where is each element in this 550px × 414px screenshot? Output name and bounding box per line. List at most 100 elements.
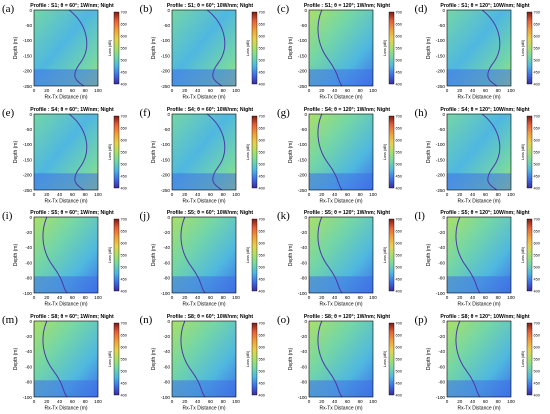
x-tick-label: 100 (507, 192, 515, 197)
heatmap-deep-band (309, 379, 373, 397)
colorbar-tick-label: 700 (258, 321, 264, 325)
x-tick-label: 40 (195, 399, 201, 404)
y-tick-label: -20 (25, 334, 32, 339)
profile-curve (42, 320, 68, 397)
x-tick-label: 80 (220, 399, 226, 404)
heatmap-panel-p: Profile : S8; θ = 120°; 10W/nm; Night0-2… (426, 314, 540, 412)
y-tick-label: -80 (300, 276, 307, 281)
heatmap-panel-d: Profile : S1; θ = 120°; 10W/nm; Night0-5… (426, 3, 540, 101)
colorbar-tick-label: 550 (533, 47, 539, 51)
y-axis-label: Depth (m) (426, 140, 432, 163)
colorbar-tick-label: 650 (396, 126, 402, 130)
y-tick-label: -20 (25, 230, 32, 235)
x-tick-label: 0 (33, 192, 36, 197)
colorbar-tick-label: 600 (258, 242, 264, 246)
panel-label: (g) (277, 106, 290, 119)
colorbar-tick-label: 700 (121, 218, 127, 222)
x-tick-label: 40 (195, 192, 201, 197)
colorbar-tick-label: 650 (396, 230, 402, 234)
x-tick-label: 40 (470, 88, 476, 93)
y-axis-label: Depth (m) (426, 37, 432, 60)
colorbar-tick-label: 400 (396, 393, 402, 397)
y-tick-label: -60 (163, 364, 170, 369)
x-axis-label: Rx-Tx Distance (m) (182, 95, 225, 101)
y-tick-label: -20 (300, 230, 307, 235)
plot-frame (33, 9, 99, 87)
y-tick-label: -40 (300, 245, 307, 250)
colorbar-tick-label: 600 (533, 242, 539, 246)
y-tick-label: -250 (160, 84, 170, 89)
colorbar (526, 11, 532, 85)
x-tick-label: 40 (332, 399, 338, 404)
colorbar-tick-label: 650 (121, 126, 127, 130)
x-tick-label: 0 (33, 295, 36, 300)
x-tick-label: 40 (332, 88, 338, 93)
x-axis-label: Rx-Tx Distance (m) (44, 302, 87, 308)
colorbar-label: Loss (dB) (108, 143, 112, 160)
panel-title: Profile : S8; θ = 120°; 10W/nm; Night (440, 314, 529, 320)
colorbar-tick-label: 600 (121, 345, 127, 349)
y-tick-label: -80 (163, 379, 170, 384)
y-tick-label: -40 (438, 349, 445, 354)
y-tick-label: -100 (435, 142, 445, 147)
colorbar-tick-label: 400 (533, 83, 539, 87)
heatmap-panel-n: Profile : S8; θ = 60°; 10W/nm; Night0-20… (151, 314, 265, 412)
colorbar-tick-label: 450 (533, 174, 539, 178)
y-axis-label: Depth (m) (288, 347, 294, 370)
colorbar-tick-label: 400 (396, 83, 402, 87)
colorbar-tick-label: 450 (121, 71, 127, 75)
x-tick-label: 100 (94, 192, 102, 197)
colorbar-tick-label: 550 (533, 254, 539, 258)
y-axis-label: Depth (m) (13, 37, 19, 60)
x-axis-label: Rx-Tx Distance (m) (319, 405, 362, 411)
x-tick-label: 80 (220, 295, 226, 300)
y-tick-label: -20 (163, 334, 170, 339)
y-axis-label: Depth (m) (288, 244, 294, 267)
panel-title: Profile : S1; θ = 60°; 1W/nm; Night (30, 3, 114, 9)
y-axis-label: Depth (m) (426, 244, 432, 267)
panel-label: (j) (139, 210, 150, 222)
heatmap-panel-b: Profile : S1; θ = 60°; 10W/nm; Night0-50… (151, 3, 265, 101)
colorbar (388, 322, 395, 395)
plot-frame (171, 113, 236, 190)
panel-label: (m) (2, 313, 18, 326)
x-axis-label: Rx-Tx Distance (m) (319, 198, 362, 204)
y-tick-label: -50 (300, 23, 307, 28)
x-tick-label: 60 (70, 192, 76, 197)
colorbar-label: Loss (dB) (383, 39, 387, 56)
colorbar-tick-label: 400 (258, 186, 264, 190)
x-tick-label: 20 (182, 192, 188, 197)
x-tick-label: 100 (232, 88, 240, 93)
x-tick-label: 0 (170, 399, 173, 404)
x-axis-label: Rx-Tx Distance (m) (182, 302, 225, 308)
x-tick-label: 80 (83, 295, 89, 300)
colorbar (113, 218, 120, 292)
x-tick-label: 20 (44, 88, 50, 93)
x-tick-label: 60 (207, 88, 213, 93)
panel-title: Profile : S5; θ = 120°; 1W/nm; Night (304, 210, 391, 216)
colorbar-label: Loss (dB) (246, 143, 250, 160)
heatmap-panel-k: Profile : S5; θ = 120°; 1W/nm; Night0-20… (288, 210, 402, 308)
colorbar (526, 115, 532, 188)
colorbar-tick-label: 650 (258, 23, 264, 27)
colorbar-tick-label: 500 (258, 369, 264, 373)
y-tick-label: 0 (167, 215, 170, 220)
colorbar-tick-label: 700 (121, 11, 127, 15)
y-tick-label: -250 (435, 84, 445, 89)
colorbar-tick-label: 550 (258, 150, 264, 154)
colorbar-tick-label: 650 (121, 23, 127, 27)
x-tick-label: 0 (308, 399, 311, 404)
colorbar-tick-label: 700 (396, 218, 402, 222)
x-tick-label: 40 (57, 295, 63, 300)
y-tick-label: -150 (23, 157, 33, 162)
x-tick-label: 80 (495, 399, 501, 404)
colorbar-tick-label: 650 (121, 230, 127, 234)
colorbar-tick-label: 450 (121, 381, 127, 385)
profile-curve (454, 320, 481, 397)
colorbar-tick-label: 500 (121, 266, 127, 270)
heatmap-deep-band (446, 69, 511, 86)
x-tick-label: 60 (345, 399, 351, 404)
y-tick-label: -250 (298, 187, 308, 192)
colorbar-tick-label: 600 (258, 138, 264, 142)
y-axis-label: Depth (m) (288, 37, 294, 60)
